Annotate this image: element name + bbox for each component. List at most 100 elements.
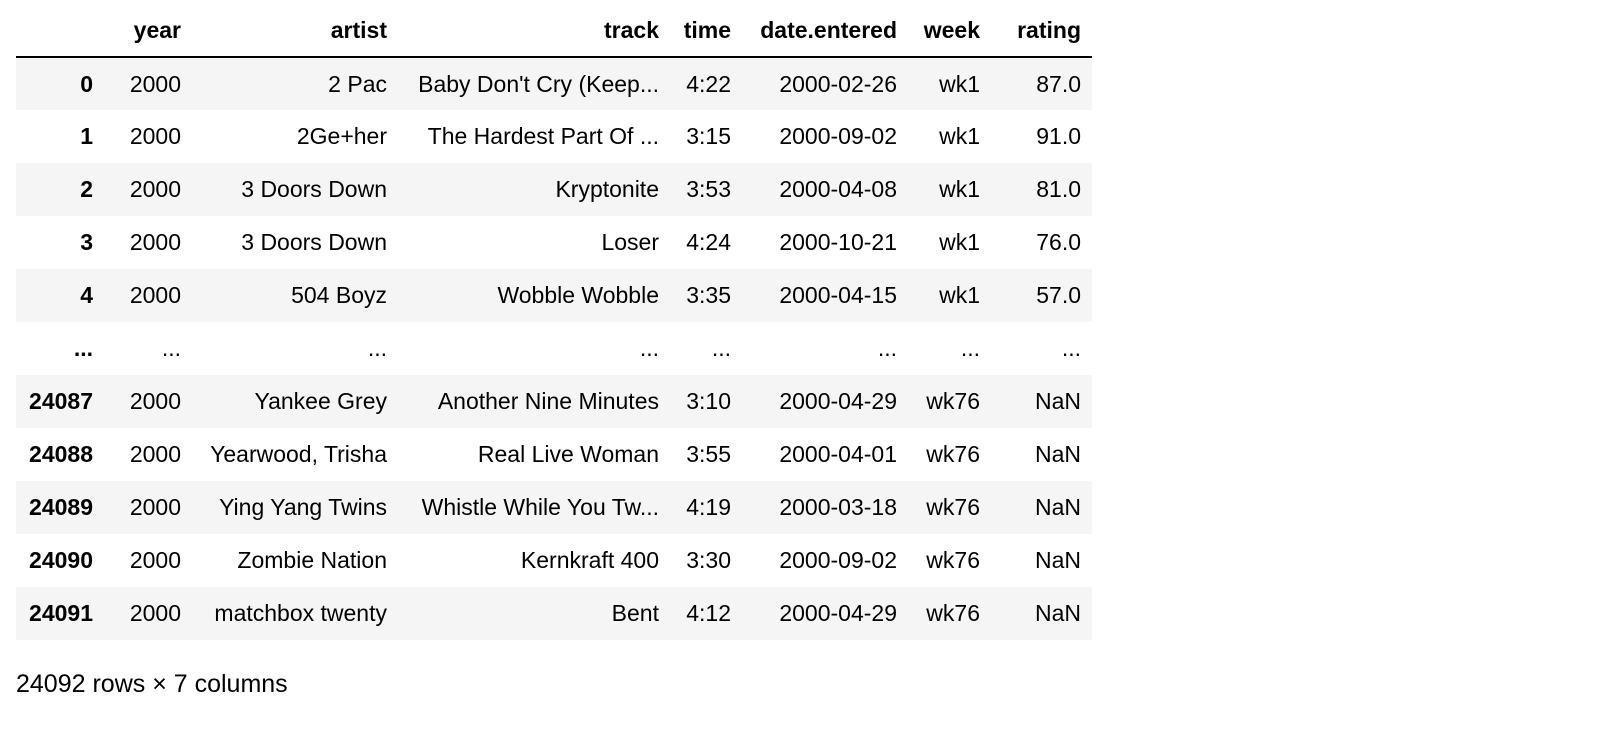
cell-time: 3:30 (686, 547, 731, 573)
cell-track: Bent (611, 600, 659, 626)
cell-week: wk76 (926, 441, 980, 467)
row-index: 1 (80, 123, 93, 149)
cell-track: Real Live Woman (477, 441, 659, 467)
table-row: 4 2000 504 Boyz Wobble Wobble 3:35 2000-04-15… (16, 269, 1092, 322)
cell-time: 4:22 (686, 70, 731, 97)
cell-year: 2000 (129, 600, 181, 626)
cell-rating: 76.0 (1036, 229, 1081, 255)
column-header-artist: artist (192, 4, 398, 58)
cell-week: wk1 (939, 123, 980, 149)
cell-date-entered: 2000-09-02 (779, 547, 897, 573)
row-index: 24091 (29, 600, 93, 626)
cell-year: 2000 (129, 547, 181, 573)
cell-rating: NaN (1034, 494, 1081, 520)
cell-time: 3:35 (686, 282, 731, 308)
cell-date-entered: 2000-04-08 (779, 176, 897, 202)
cell-year: 2000 (129, 176, 181, 202)
cell-year: ... (161, 335, 181, 361)
row-index: 24090 (29, 547, 93, 573)
cell-track: Kernkraft 400 (520, 547, 659, 573)
row-index: 24089 (29, 494, 93, 520)
cell-date-entered: ... (877, 335, 897, 361)
ellipsis-row: ........................ (16, 322, 1092, 375)
table-row: 0 2000 2 Pac Baby Don't Cry (Keep... 4:22 200… (16, 57, 1092, 110)
table-row: 24089 2000 Ying Yang Twins Whistle While Yo… (16, 481, 1092, 534)
cell-week: wk76 (926, 547, 980, 573)
cell-rating: NaN (1034, 441, 1081, 467)
cell-date-entered: 2000-10-21 (779, 229, 897, 255)
table-row: 1 2000 2Ge+her The Hardest Part Of ... 3:15 2… (16, 110, 1092, 163)
column-header-track: track (398, 4, 670, 58)
cell-rating: NaN (1034, 388, 1081, 414)
cell-date-entered: 2000-03-18 (779, 494, 897, 520)
cell-track: Another Nine Minutes (437, 388, 659, 414)
row-index: 3 (80, 229, 93, 255)
cell-time: ... (711, 335, 731, 361)
row-index: 4 (80, 282, 93, 308)
cell-year: 2000 (129, 441, 181, 467)
cell-rating: 57.0 (1036, 282, 1081, 308)
header-row: year artist track time date.entered week ratin… (16, 4, 1092, 58)
cell-artist: Yearwood, Trisha (210, 441, 387, 467)
index-header (16, 4, 104, 58)
cell-time: 4:24 (686, 229, 731, 255)
cell-year: 2000 (129, 123, 181, 149)
row-index: 24087 (29, 388, 93, 414)
cell-artist: 2Ge+her (296, 123, 387, 149)
cell-date-entered: 2000-04-01 (779, 441, 897, 467)
cell-artist: 3 Doors Down (241, 176, 387, 202)
cell-track: Whistle While You Tw... (421, 494, 659, 520)
cell-track: ... (639, 335, 659, 361)
cell-year: 2000 (129, 494, 181, 520)
dataframe-output: year artist track time date.entered week ratin… (16, 4, 1092, 699)
table-row: 2 2000 3 Doors Down Kryptonite 3:53 2000-04-0… (16, 163, 1092, 216)
row-index: 2 (80, 176, 93, 202)
cell-date-entered: 2000-02-26 (779, 70, 897, 97)
column-header-time: time (670, 4, 742, 58)
cell-track: The Hardest Part Of ... (427, 123, 659, 149)
cell-week: wk1 (939, 176, 980, 202)
column-header-year: year (104, 4, 192, 58)
cell-time: 3:55 (686, 441, 731, 467)
cell-date-entered: 2000-04-29 (779, 388, 897, 414)
cell-time: 4:19 (686, 494, 731, 520)
cell-artist: Yankee Grey (254, 388, 387, 414)
cell-rating: 87.0 (1036, 70, 1081, 97)
cell-rating: ... (1061, 335, 1081, 361)
table-row: 24088 2000 Yearwood, Trisha Real Live Woman… (16, 428, 1092, 481)
cell-week: wk1 (939, 70, 980, 97)
table-body: 0 2000 2 Pac Baby Don't Cry (Keep... 4:22 200… (16, 57, 1092, 640)
table-row: 3 2000 3 Doors Down Loser 4:24 2000-10-21 wk1 7… (16, 216, 1092, 269)
column-header-rating: rating (991, 4, 1092, 58)
cell-artist: ... (367, 335, 387, 361)
cell-rating: 81.0 (1036, 176, 1081, 202)
table-row: 24090 2000 Zombie Nation Kernkraft 400 3:30 2… (16, 534, 1092, 587)
cell-time: 3:53 (686, 176, 731, 202)
cell-week: wk76 (926, 600, 980, 626)
cell-time: 4:12 (686, 600, 731, 626)
cell-track: Baby Don't Cry (Keep... (418, 70, 659, 97)
cell-rating: NaN (1034, 547, 1081, 573)
row-index: 0 (80, 70, 93, 97)
cell-track: Loser (601, 229, 659, 255)
cell-date-entered: 2000-09-02 (779, 123, 897, 149)
column-header-week: week (908, 4, 991, 58)
cell-rating: 91.0 (1036, 123, 1081, 149)
table-row: 24091 2000 matchbox twenty Bent 4:12 2000-04-… (16, 587, 1092, 640)
dataframe-table: year artist track time date.entered week ratin… (16, 4, 1092, 640)
cell-track: Wobble Wobble (497, 282, 659, 308)
cell-artist: 2 Pac (328, 70, 387, 97)
cell-year: 2000 (129, 388, 181, 414)
cell-year: 2000 (129, 229, 181, 255)
cell-artist: Ying Yang Twins (219, 494, 387, 520)
cell-week: wk1 (939, 282, 980, 308)
cell-week: wk76 (926, 388, 980, 414)
cell-artist: Zombie Nation (237, 547, 387, 573)
cell-artist: matchbox twenty (214, 600, 387, 626)
cell-rating: NaN (1034, 600, 1081, 626)
cell-artist: 504 Boyz (291, 282, 387, 308)
row-index: ... (73, 335, 93, 361)
row-index: 24088 (29, 441, 93, 467)
cell-track: Kryptonite (555, 176, 659, 202)
cell-week: wk1 (939, 229, 980, 255)
